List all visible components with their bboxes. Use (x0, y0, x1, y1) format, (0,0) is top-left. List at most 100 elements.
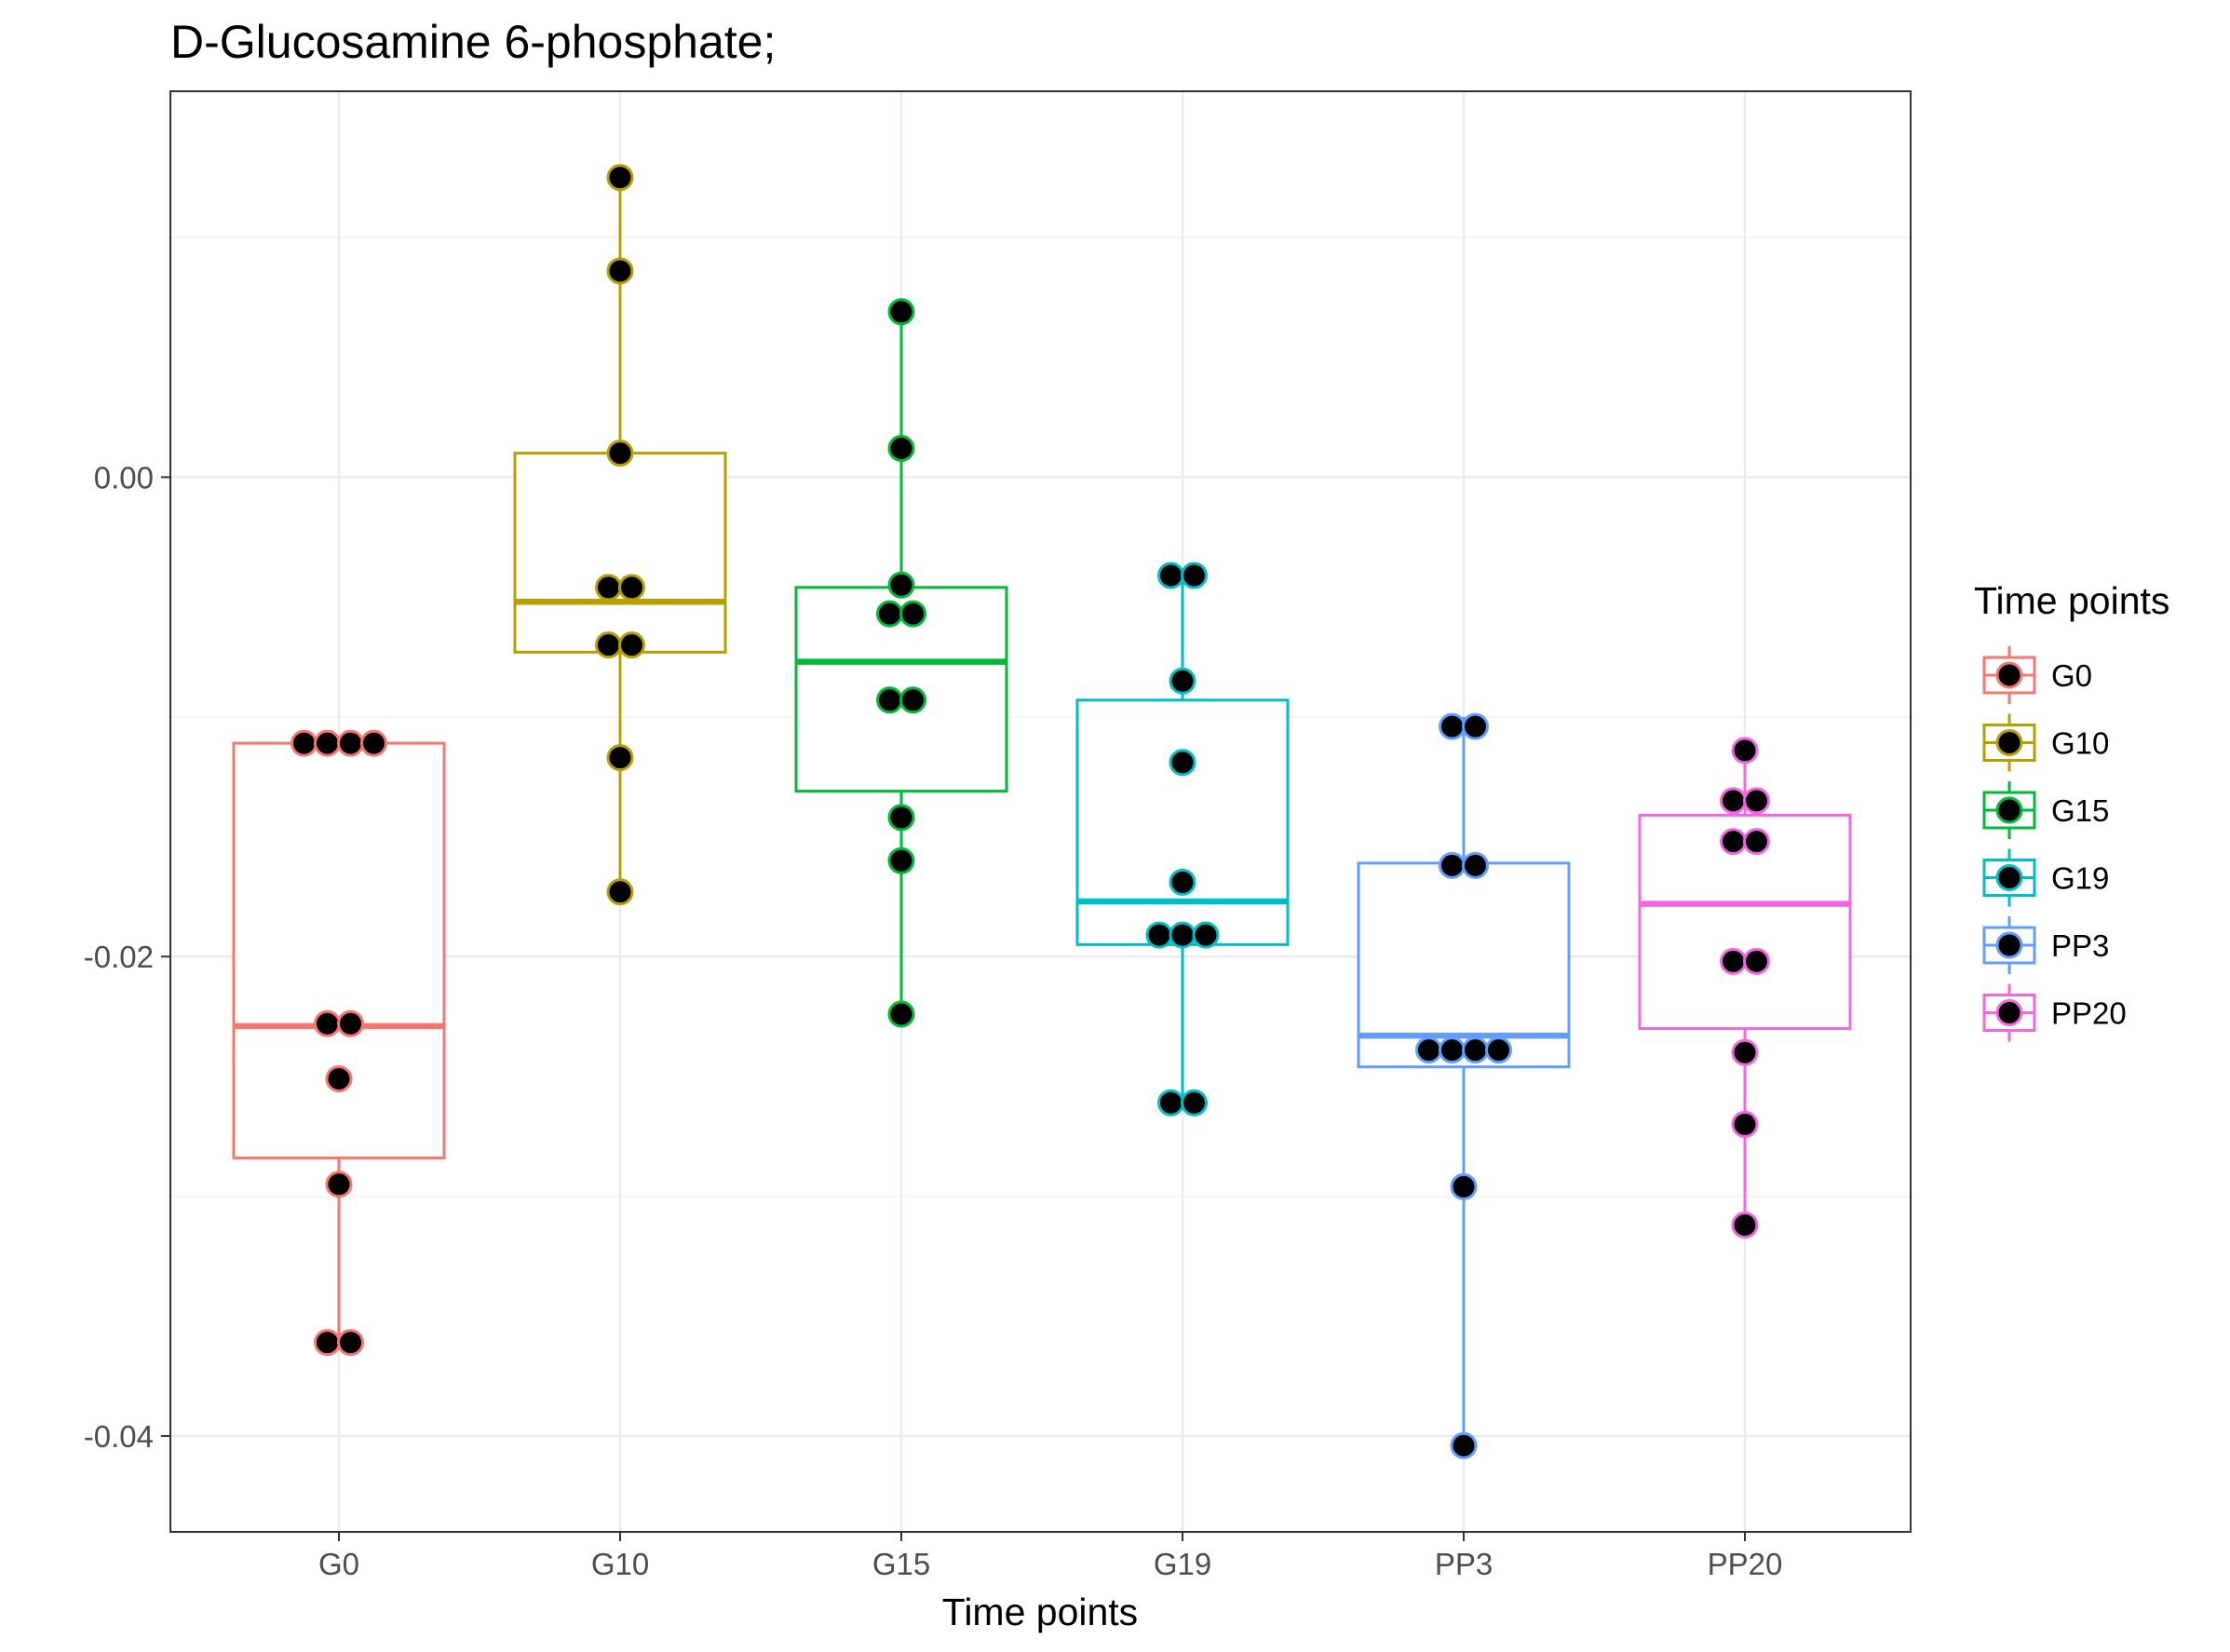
legend-title: Time points (1974, 579, 2169, 622)
data-point (1169, 921, 1196, 949)
data-point (1743, 787, 1770, 815)
data-point (618, 574, 645, 602)
data-point (1169, 868, 1196, 896)
data-point (899, 686, 926, 714)
data-point (1169, 667, 1196, 695)
data-point (1450, 1431, 1478, 1459)
data-point (887, 571, 915, 599)
data-point (314, 1009, 341, 1037)
data-point (1157, 562, 1184, 589)
data-point (325, 1065, 353, 1093)
y-tick-label: -0.02 (84, 940, 154, 974)
data-point (1731, 1038, 1759, 1066)
legend-key-point (1995, 864, 2023, 891)
box-iqr (1638, 813, 1852, 1030)
data-point (595, 574, 622, 602)
chart-title: D-Glucosamine 6-phosphate; (170, 16, 776, 68)
legend-item-G10: G10 (1982, 713, 2109, 772)
data-point (1485, 1036, 1512, 1064)
box-PP20 (1638, 737, 1852, 1239)
data-point (1462, 1036, 1489, 1064)
data-point (1415, 1036, 1442, 1064)
legend-item-G0: G0 (1982, 646, 2092, 704)
data-point (1720, 947, 1747, 975)
data-point (887, 1000, 915, 1028)
data-point (1731, 1212, 1759, 1239)
x-tick-label: G15 (872, 1547, 930, 1581)
box-plots (232, 164, 1852, 1459)
data-point (337, 1009, 364, 1037)
legend: Time points G0 G10 G15 G19 PP3 PP20 (1974, 579, 2169, 1042)
legend-key-point (1995, 999, 2023, 1026)
x-axis: G0 G10 G15 G19 PP3 PP20 (318, 1532, 1782, 1581)
legend-key-point (1995, 931, 2023, 959)
legend-key-point (1995, 661, 2023, 689)
data-point (1181, 1089, 1208, 1117)
legend-key-point (1995, 729, 2023, 756)
box-G10 (513, 164, 727, 906)
legend-item-G15: G15 (1982, 781, 2109, 839)
legend-item-PP3: PP3 (1982, 916, 2109, 974)
data-point (606, 878, 634, 906)
data-point (1450, 1172, 1478, 1200)
legend-label: G15 (2051, 793, 2109, 828)
data-point (1192, 921, 1220, 949)
data-point (876, 686, 903, 714)
x-tick-label: G0 (318, 1547, 359, 1581)
x-tick-label: PP3 (1435, 1547, 1493, 1581)
data-point (1181, 562, 1208, 589)
data-point (337, 1329, 364, 1357)
data-point (1720, 828, 1747, 856)
legend-label: G0 (2051, 658, 2092, 693)
data-point (360, 729, 387, 757)
data-point (899, 600, 926, 628)
grid-minor (170, 237, 1911, 1198)
data-point (876, 600, 903, 628)
y-tick-label: -0.04 (84, 1419, 154, 1454)
data-point (1157, 1089, 1184, 1117)
data-point (887, 298, 915, 326)
data-point (314, 729, 341, 757)
x-tick-label: PP20 (1708, 1547, 1783, 1581)
data-point (1145, 921, 1173, 949)
data-point (618, 631, 645, 659)
data-point (606, 744, 634, 772)
data-point (1439, 851, 1466, 879)
data-point (1169, 749, 1196, 777)
legend-key-point (1995, 796, 2023, 824)
x-tick-label: G10 (591, 1547, 649, 1581)
data-point (1462, 851, 1489, 879)
box-iqr (1075, 698, 1290, 946)
legend-item-G19: G19 (1982, 848, 2109, 907)
legend-item-PP20: PP20 (1982, 983, 2127, 1042)
box-G15 (794, 298, 1008, 1028)
data-point (595, 631, 622, 659)
legend-label: G10 (2051, 726, 2109, 761)
x-tick-label: G19 (1154, 1547, 1211, 1581)
data-point (606, 440, 634, 467)
data-point (1731, 1110, 1759, 1138)
data-point (606, 164, 634, 192)
data-point (1462, 712, 1489, 740)
data-point (1743, 947, 1770, 975)
data-point (887, 804, 915, 832)
box-iqr (794, 586, 1008, 793)
y-axis: 0.00 -0.02 -0.04 (84, 460, 170, 1454)
legend-label: PP3 (2051, 928, 2109, 963)
data-point (1731, 737, 1759, 765)
data-point (606, 257, 634, 285)
data-point (325, 1171, 353, 1198)
plot-border (169, 90, 1912, 1533)
x-axis-title: Time points (942, 1591, 1138, 1633)
box-PP3 (1357, 712, 1571, 1459)
box-iqr (513, 452, 727, 654)
data-point (314, 1329, 341, 1357)
data-point (291, 729, 318, 757)
data-point (1439, 712, 1466, 740)
data-point (1743, 828, 1770, 856)
box-G19 (1075, 562, 1290, 1117)
legend-label: PP20 (2051, 996, 2127, 1031)
plot-panel (170, 91, 1911, 1532)
legend-label: G19 (2051, 861, 2109, 896)
y-tick-label: 0.00 (94, 460, 154, 494)
